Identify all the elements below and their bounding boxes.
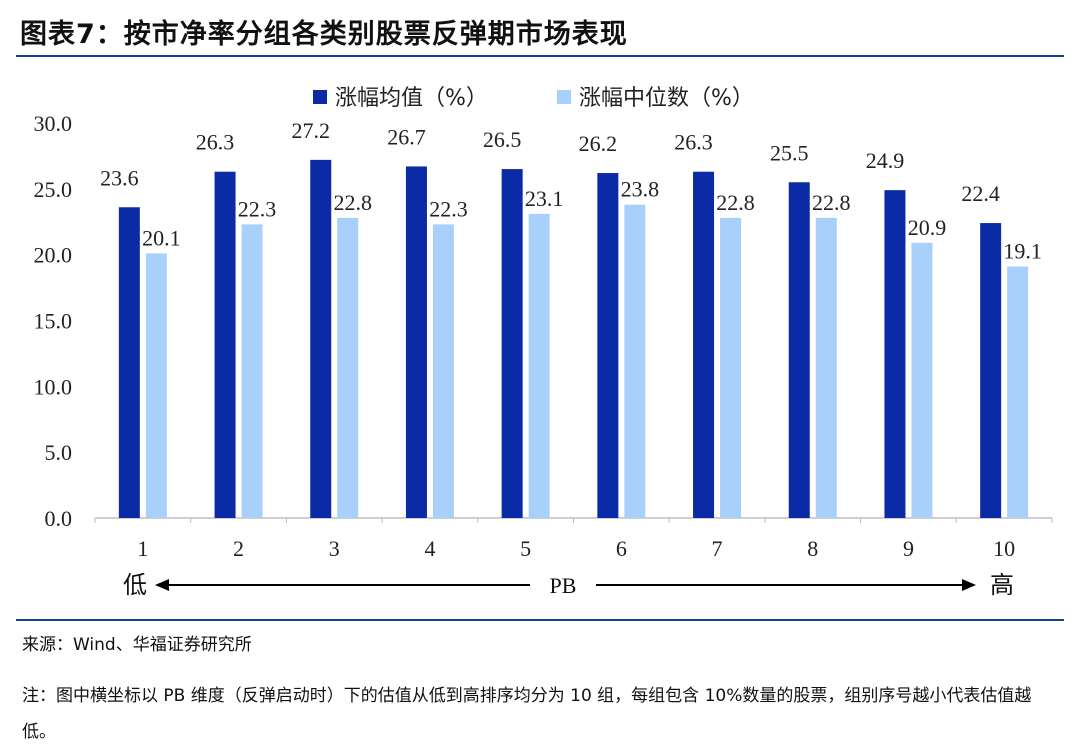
bar-median — [145, 253, 167, 518]
data-label-median: 23.1 — [525, 186, 564, 211]
axis-annotation-low: 低 — [123, 571, 147, 599]
source-note: 来源：Wind、华福证券研究所 — [22, 635, 252, 655]
bar-mean — [214, 171, 236, 518]
data-label-mean: 26.5 — [483, 127, 522, 152]
x-tick-label: 6 — [616, 536, 627, 561]
y-tick-label: 0.0 — [45, 506, 73, 531]
y-tick-label: 20.0 — [34, 243, 73, 268]
x-tick-label: 3 — [329, 536, 340, 561]
bar-mean — [597, 173, 619, 519]
data-label-median: 22.8 — [812, 190, 851, 215]
data-label-mean: 26.3 — [674, 130, 713, 155]
bar-median — [720, 217, 742, 519]
bar-median — [911, 242, 933, 519]
bar-median — [815, 217, 837, 519]
bar-mean — [118, 207, 140, 518]
axis-annotation-pb: PB — [550, 573, 577, 598]
bar-median — [432, 224, 454, 518]
data-label-mean: 26.7 — [387, 124, 426, 149]
y-tick-label: 10.0 — [34, 374, 73, 399]
x-tick-label: 8 — [807, 536, 818, 561]
title-rule — [16, 55, 1064, 57]
legend-swatch-mean — [313, 90, 327, 104]
x-tick-label: 1 — [137, 536, 148, 561]
figure-title: 图表7：按市净率分组各类别股票反弹期市场表现 — [20, 19, 628, 50]
arrow-right-head — [962, 579, 976, 591]
data-label-median: 22.8 — [334, 190, 373, 215]
bar-mean — [884, 190, 906, 518]
data-label-mean: 26.2 — [579, 131, 618, 156]
data-label-median: 20.1 — [142, 225, 181, 250]
x-tick-label: 9 — [903, 536, 914, 561]
bar-mean — [788, 182, 810, 518]
data-label-median: 20.9 — [908, 215, 947, 240]
legend-swatch-median — [557, 90, 571, 104]
x-tick-label: 2 — [233, 536, 244, 561]
bar-mean — [693, 171, 715, 518]
bar-median — [241, 224, 263, 518]
data-label-median: 22.3 — [429, 196, 468, 221]
data-label-mean: 27.2 — [292, 118, 331, 143]
y-tick-label: 5.0 — [45, 440, 73, 465]
x-tick-label: 5 — [520, 536, 531, 561]
bar-median — [624, 204, 646, 518]
data-label-mean: 22.4 — [961, 181, 1000, 206]
y-tick-label: 25.0 — [34, 177, 73, 202]
bar-mean — [310, 159, 332, 518]
data-label-mean: 24.9 — [866, 148, 905, 173]
x-tick-label: 10 — [993, 536, 1015, 561]
bar-chart: 0.0 5.0 10.0 15.0 20.0 25.0 30.0 23.6 20.1 1 26.3 2… — [34, 86, 1053, 599]
bar-median — [337, 217, 359, 519]
footer-rule — [16, 619, 1064, 621]
data-label-mean: 26.3 — [196, 130, 235, 155]
data-label-mean: 25.5 — [770, 140, 809, 165]
data-label-mean: 23.6 — [100, 165, 139, 190]
legend-label-mean: 涨幅均值（%） — [335, 86, 488, 111]
data-label-median: 22.3 — [238, 196, 277, 221]
legend-label-median: 涨幅中位数（%） — [579, 86, 754, 111]
bar-median — [1007, 266, 1029, 518]
bar-median — [528, 213, 550, 518]
axis-annotation-high: 高 — [990, 571, 1014, 599]
footnote: 注：图中横坐标以 PB 维度（反弹启动时）下的估值从低到高排序均分为 10 组，… — [22, 686, 1032, 742]
data-label-median: 23.8 — [621, 177, 660, 202]
x-tick-label: 4 — [424, 536, 435, 561]
y-tick-label: 15.0 — [34, 309, 73, 334]
bar-mean — [980, 223, 1002, 519]
bar-mean — [405, 166, 427, 518]
x-tick-label: 7 — [712, 536, 723, 561]
bar-mean — [501, 169, 523, 519]
data-label-median: 22.8 — [716, 190, 755, 215]
arrow-left-head — [155, 579, 169, 591]
y-tick-label: 30.0 — [34, 111, 73, 136]
data-label-median: 19.1 — [1003, 239, 1042, 264]
